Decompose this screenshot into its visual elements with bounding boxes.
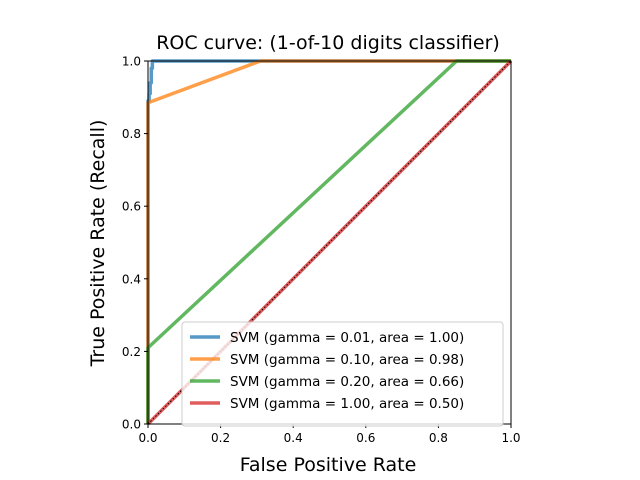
axis-ticks: 0.0 0.2 0.4 0.6 0.8 1.0 0.0 0.2 0.4 0.6 0.8 1.0 (122, 55, 521, 446)
y-tick-label-5: 1.0 (122, 55, 141, 69)
chart-title: ROC curve: (1-of-10 digits classifier) (156, 32, 500, 54)
x-tick-label-0: 0.0 (138, 431, 157, 445)
y-tick-label-2: 0.4 (122, 272, 141, 286)
legend-label-4: SVM (gamma = 1.00, area = 0.50) (230, 396, 464, 412)
legend-label-1: SVM (gamma = 0.01, area = 1.00) (230, 330, 464, 346)
legend-label-3: SVM (gamma = 0.20, area = 0.66) (230, 374, 464, 390)
y-axis-label: True Positive Rate (Recall) (87, 120, 109, 368)
legend-box (181, 321, 504, 427)
x-tick-label-5: 1.0 (501, 431, 520, 445)
y-tick-label-4: 0.8 (122, 127, 141, 141)
x-tick-label-2: 0.4 (284, 431, 303, 445)
x-tick-label-4: 0.8 (429, 431, 448, 445)
y-tick-label-0: 0.0 (122, 418, 141, 432)
legend-label-2: SVM (gamma = 0.10, area = 0.98) (230, 352, 464, 368)
x-axis-label: False Positive Rate (240, 454, 417, 476)
x-tick-label-1: 0.2 (211, 431, 230, 445)
y-tick-label-3: 0.6 (122, 200, 141, 214)
legend: SVM (gamma = 0.01, area = 1.00) SVM (gamm… (181, 321, 504, 427)
y-tick-label-1: 0.2 (122, 345, 141, 359)
random-classifier-diagonal (147, 60, 512, 425)
x-tick-label-3: 0.6 (356, 431, 375, 445)
